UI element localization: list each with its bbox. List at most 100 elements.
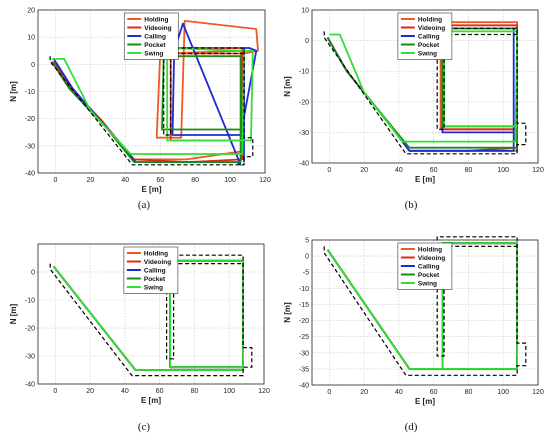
panel-caption: (c) [138,421,151,433]
y-tick-label: 20 [27,8,35,15]
reference-path [49,47,254,166]
x-tick-label: 60 [430,389,438,396]
x-tick-label: 40 [121,177,129,184]
legend-label-swing: Swing [144,284,163,291]
y-tick-label: 5 [305,238,309,245]
x-tick-label: 80 [465,389,473,396]
y-tick-label: -10 [299,286,309,293]
panel-caption: (a) [138,199,151,211]
y-tick-label: -40 [299,383,309,390]
x-tick-label: 0 [54,177,58,184]
x-tick-label: 120 [532,389,544,396]
x-tick-label: 120 [258,388,270,395]
y-tick-label: 0 [31,62,35,69]
reference-path [49,254,253,377]
legend-label-pocket: Pocket [144,276,166,283]
panel-caption: (d) [405,421,418,433]
legend-label-calling: Calling [144,267,166,274]
y-tick-label: -35 [299,366,309,373]
x-tick-label: 60 [430,167,438,174]
chart-panel-c: 0 20 40 60 80 100 120 0 -10 -20 -30 -40 E [m] N [m] Ho… [9,243,270,433]
y-tick-label: -20 [25,326,35,333]
x-tick-label: 80 [465,167,473,174]
y-tick-label: 10 [301,8,309,15]
x-tick-label: 20 [360,167,368,174]
x-tick-label: 0 [327,389,331,396]
x-tick-label: 40 [121,388,129,395]
x-tick-label: 120 [259,177,271,184]
y-axis-label: N [m] [283,302,292,323]
x-tick-label: 0 [53,388,57,395]
y-tick-label: 0 [305,254,309,261]
y-tick-label: -20 [25,116,35,123]
legend-label-pocket: Pocket [144,42,166,49]
y-tick-label: -30 [299,350,309,357]
y-tick-label: -30 [299,130,309,137]
legend-label-pocket: Pocket [418,42,440,49]
y-tick-label: -40 [299,161,309,168]
legend-label-holding: Holding [144,16,168,23]
x-tick-label: 120 [532,167,544,174]
legend-label-holding: Holding [418,16,442,23]
y-tick-label: -10 [299,69,309,76]
plot-frame [311,9,539,164]
y-tick-label: -20 [299,318,309,325]
y-tick-label: -20 [299,99,309,106]
legend-label-swing: Swing [418,50,437,57]
reference-path [323,236,527,376]
reference-path [323,27,527,155]
y-tick-label: -30 [25,143,35,150]
series-line-swing [326,242,518,370]
legend-label-swing: Swing [418,280,437,287]
legend-label-holding: Holding [418,246,442,253]
legend-label-videoing: Videoing [144,259,171,266]
x-axis-label: E [m] [415,175,435,184]
legend-label-holding: Holding [144,250,168,257]
series-line-swing [52,259,245,371]
x-tick-label: 60 [156,388,164,395]
y-tick-label: -15 [299,302,309,309]
x-tick-label: 40 [395,389,403,396]
legend-label-swing: Swing [144,50,163,57]
legend-label-calling: Calling [418,263,440,270]
x-tick-label: 100 [224,177,236,184]
x-axis-label: E [m] [141,396,161,405]
x-tick-label: 100 [497,389,509,396]
legend-label-pocket: Pocket [418,272,440,279]
y-tick-label: 0 [31,270,35,277]
x-tick-label: 40 [395,167,403,174]
plot-frame [37,9,266,174]
x-tick-label: 0 [327,167,331,174]
plot-frame [37,243,265,385]
y-tick-label: 0 [305,38,309,45]
y-tick-label: -40 [25,382,35,389]
y-tick-label: -40 [25,171,35,178]
y-tick-label: -10 [25,298,35,305]
y-tick-label: -30 [25,354,35,361]
x-tick-label: 80 [191,388,199,395]
x-tick-label: 100 [497,167,509,174]
panel-caption: (b) [405,199,418,211]
chart-panel-d: 0 20 40 60 80 100 120 5 0 -5 -10 -15 -20 -25 -30 -35 -40… [283,236,544,433]
legend-label-videoing: Videoing [144,25,171,32]
y-tick-label: -5 [303,270,309,277]
y-tick-label: 10 [27,35,35,42]
y-axis-label: N [m] [9,81,18,102]
x-axis-label: E [m] [142,185,162,194]
x-tick-label: 20 [86,388,94,395]
y-tick-label: -10 [25,89,35,96]
plot-frame [311,239,539,386]
x-axis-label: E [m] [415,397,435,406]
y-tick-label: -25 [299,334,309,341]
legend-label-videoing: Videoing [418,255,445,262]
x-tick-label: 20 [360,389,368,396]
y-axis-label: N [m] [9,303,18,324]
y-axis-label: N [m] [283,76,292,97]
